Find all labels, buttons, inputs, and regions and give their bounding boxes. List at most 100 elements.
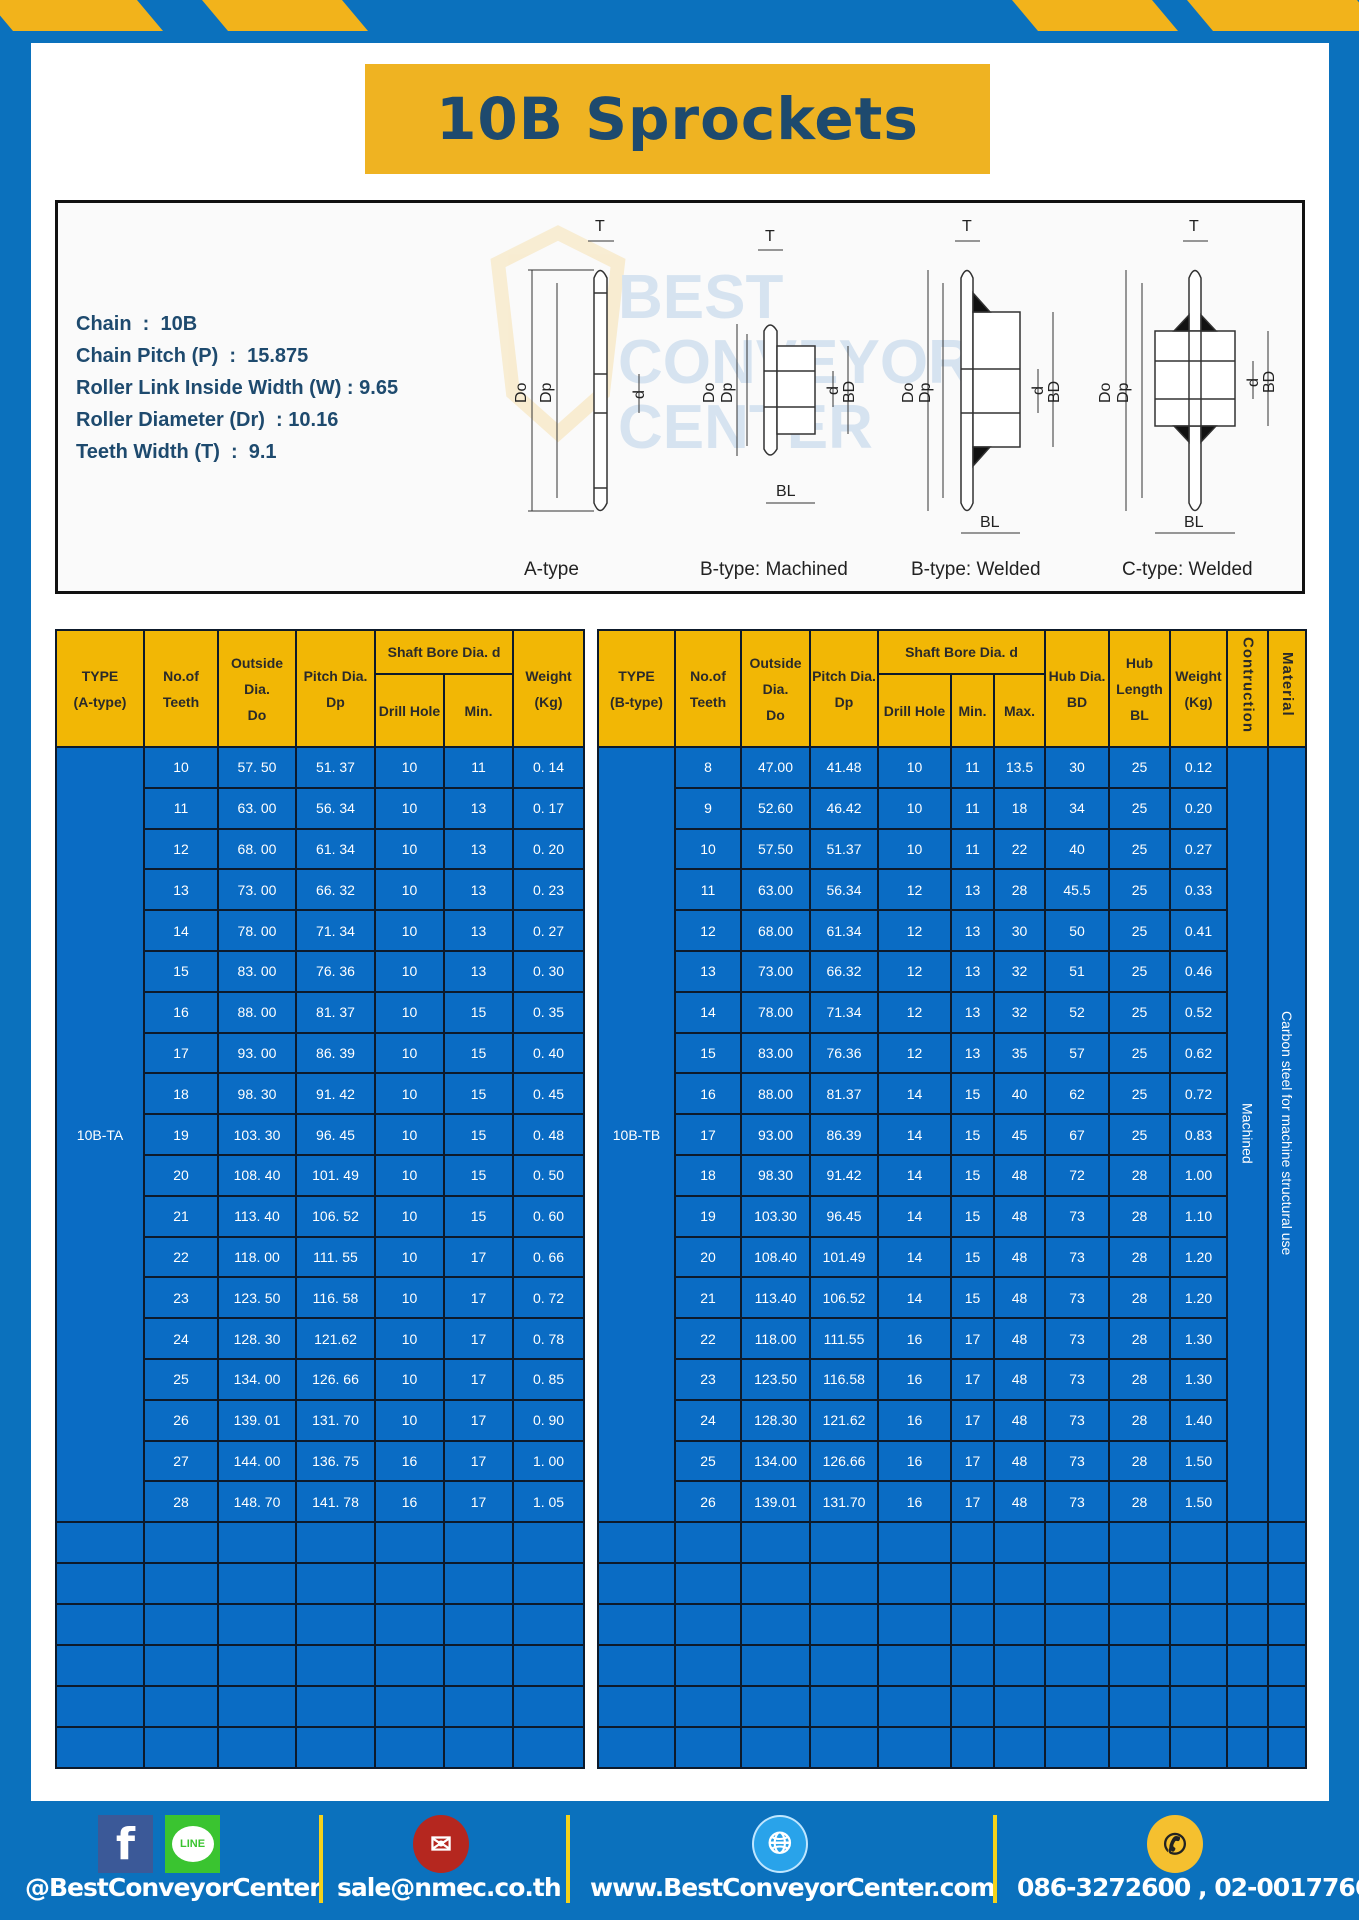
table-row: 15 83. 00 76. 36 10 13 0. 30 [56,949,586,993]
email-link[interactable]: sale@nmec.co.th [337,1873,562,1902]
spec-roller-link-width: Roller Link Inside Width (W) : 9.65 [76,377,399,399]
cell-weight: 0.33 [1169,868,1228,912]
empty-cell [295,1521,376,1565]
cell-weight: 1.50 [1169,1439,1228,1483]
table-row: 19 103.30 96.45 14 15 48 73 28 1.10 [598,1194,1306,1238]
cell-min: 15 [442,990,515,1034]
phone-icon: ✆ [1147,1815,1203,1873]
cell-teeth: 26 [143,1398,219,1442]
cell-outside-dia: 113.40 [740,1276,811,1320]
cell-teeth: 17 [674,1113,742,1156]
empty-cell [55,1644,145,1688]
cell-pitch-dia: 51.37 [809,827,879,871]
divider [566,1815,570,1903]
cell-drill-hole: 16 [877,1317,952,1360]
cell-pitch-dia: 71.34 [809,990,879,1034]
cell-teeth: 25 [674,1439,742,1483]
cell-drill-hole: 14 [877,1072,952,1116]
cell-teeth: 26 [674,1480,742,1524]
empty-cell [295,1603,376,1647]
website-link[interactable]: www.BestConveyorCenter.com [590,1873,996,1902]
cell-outside-dia: 63.00 [740,868,811,912]
cell-weight: 0. 23 [512,868,586,912]
cell-teeth: 15 [674,1031,742,1075]
cell-drill-hole: 10 [374,1153,445,1197]
label-d: d [1030,386,1047,395]
line-icon[interactable]: LINE [165,1815,220,1873]
cell-hub-length: 25 [1108,868,1171,912]
empty-cell [1108,1521,1171,1565]
spec-chain: Chain : 10B [76,313,198,335]
empty-cell [1044,1603,1110,1647]
cell-outside-dia: 128. 30 [217,1317,297,1360]
cell-hub-dia: 30 [1044,746,1110,789]
decorative-stripe [0,0,164,31]
cell-pitch-dia: 46.42 [809,786,879,830]
cell-weight: 0. 17 [512,786,586,830]
cell-drill-hole: 14 [877,1276,952,1320]
a-type-drawing [528,240,640,512]
empty-cell [993,1603,1046,1647]
cell-pitch-dia: 121.62 [295,1317,376,1360]
cell-outside-dia: 63. 00 [217,786,297,830]
table-row: 20 108. 40 101. 49 10 15 0. 50 [56,1153,586,1197]
cell-hub-dia: 45.5 [1044,868,1110,912]
empty-cell [1267,1685,1307,1729]
cell-hub-dia: 73 [1044,1276,1110,1320]
empty-cell [1108,1685,1171,1729]
spec-teeth-width: Teeth Width (T) : 9.1 [76,441,277,463]
empty-row [597,1685,1307,1729]
cell-pitch-dia: 106. 52 [295,1194,376,1238]
cell-min: 15 [950,1072,995,1116]
cell-outside-dia: 73.00 [740,949,811,993]
cell-outside-dia: 73. 00 [217,868,297,912]
empty-cell [1267,1644,1307,1688]
header-shaft-bore: Shaft Bore Dia. d [373,629,515,675]
empty-cell [809,1726,879,1770]
cell-outside-dia: 113. 40 [217,1194,297,1238]
cell-teeth: 12 [143,827,219,871]
label-t: T [1189,218,1199,235]
empty-cell [374,1562,445,1606]
cell-weight: 0. 72 [512,1276,586,1320]
dimension-labels: T T T T Do Dp d Do Dp d BD BL Do Dp d BD… [513,218,1278,531]
empty-cell [1108,1644,1171,1688]
empty-row [597,1726,1307,1770]
table-row: 19 103. 30 96. 45 10 15 0. 48 [56,1113,586,1156]
cell-outside-dia: 83.00 [740,1031,811,1075]
cell-pitch-dia: 86.39 [809,1113,879,1156]
cell-hub-dia: 40 [1044,827,1110,871]
cell-min: 13 [442,827,515,871]
cell-teeth: 22 [674,1317,742,1360]
cell-teeth: 8 [674,746,742,789]
empty-cell [674,1521,742,1565]
label-do: Do [1097,382,1114,403]
cell-pitch-dia: 66. 32 [295,868,376,912]
cell-min: 13 [442,909,515,952]
cell-drill-hole: 10 [374,949,445,993]
cell-teeth: 24 [143,1317,219,1360]
caption-b-machined: B-type: Machined [700,559,848,580]
cell-min: 13 [442,949,515,993]
label-d: d [631,390,648,399]
empty-row [597,1603,1307,1647]
cell-max: 30 [993,909,1046,952]
cell-teeth: 21 [674,1276,742,1320]
cell-hub-length: 25 [1108,949,1171,993]
cell-min: 15 [442,1031,515,1075]
facebook-icon[interactable]: f [98,1815,153,1873]
cell-max: 13.5 [993,746,1046,789]
social-handle[interactable]: @BestConveyorCenter [25,1873,322,1902]
cell-weight: 0. 78 [512,1317,586,1360]
watermark-line: BEST [618,263,783,332]
table-row: 16 88. 00 81. 37 10 15 0. 35 [56,990,586,1034]
phone-numbers[interactable]: 086-3272600 , 02-0017766 [1017,1873,1359,1902]
cell-pitch-dia: 116.58 [809,1357,879,1401]
label-bd: BD [1046,381,1063,403]
empty-cell [55,1603,145,1647]
cell-hub-length: 25 [1108,827,1171,871]
cell-outside-dia: 68.00 [740,909,811,952]
cell-max: 22 [993,827,1046,871]
header-construction: Contruction [1226,629,1269,748]
empty-cell [950,1562,995,1606]
